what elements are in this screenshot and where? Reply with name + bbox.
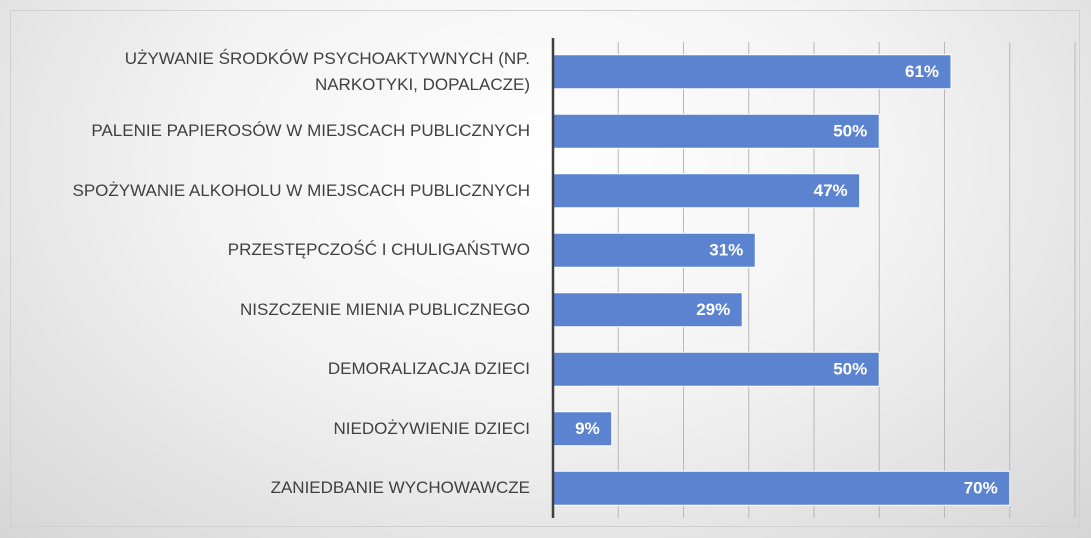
bar <box>552 351 880 387</box>
value-label: 50% <box>833 122 867 141</box>
category-label: NISZCZENIE MIENIA PUBLICZNEGO <box>240 299 530 319</box>
chart-frame <box>10 10 1080 527</box>
value-label: 31% <box>709 241 743 260</box>
value-label: 50% <box>833 360 867 379</box>
bar <box>552 470 1011 506</box>
category-label: DEMORALIZACJA DZIECI <box>327 359 530 379</box>
value-label: 61% <box>905 62 939 81</box>
bar <box>552 292 743 328</box>
category-label: PALENIE PAPIEROSÓW W MIEJSCACH PUBLICZNY… <box>91 121 530 141</box>
bar <box>552 232 756 268</box>
value-label: 29% <box>696 300 730 319</box>
category-label: SPOŻYWANIE ALKOHOLU W MIEJSCACH PUBLICZN… <box>72 180 531 200</box>
category-label: NIEDOŻYWIENIE DZIECI <box>333 418 530 438</box>
value-label: 70% <box>964 479 998 498</box>
bar <box>552 173 861 209</box>
value-label: 9% <box>575 419 600 438</box>
value-label: 47% <box>814 181 848 200</box>
category-label: ZANIEDBANIE WYCHOWAWCZE <box>270 478 530 498</box>
bar <box>552 113 880 149</box>
category-label: UŻYWANIE ŚRODKÓW PSYCHOAKTYWNYCH (NP. NA… <box>124 48 530 94</box>
bar <box>552 54 952 90</box>
category-label: PRZESTĘPCZOŚĆ I CHULIGAŃSTWO <box>227 240 530 260</box>
